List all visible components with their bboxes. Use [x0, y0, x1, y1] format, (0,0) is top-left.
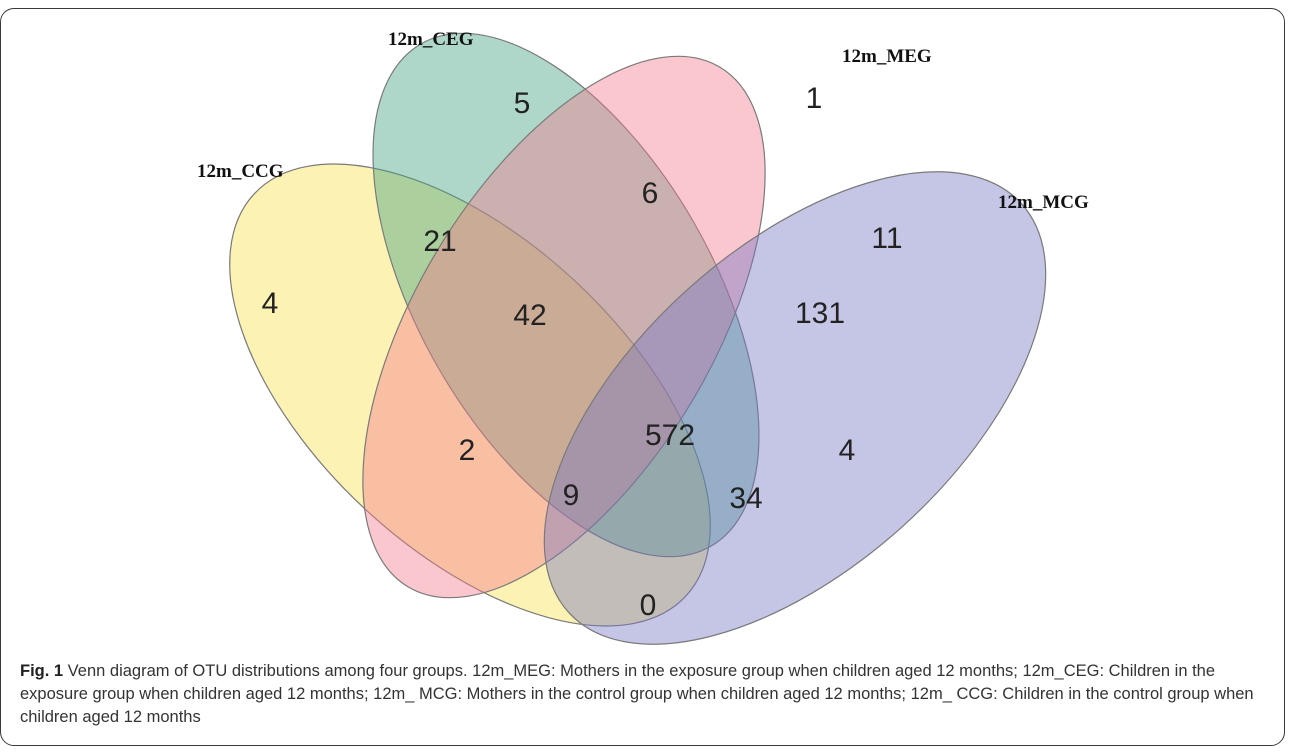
ellipse-12m-mcg	[543, 171, 1047, 645]
count-only-ceg: 5	[514, 87, 531, 120]
count-ccg-meg-mcg: 9	[563, 479, 580, 512]
set-ellipses	[229, 32, 1047, 645]
count-only-meg: 1	[806, 82, 823, 115]
ellipse-12m-meg	[362, 55, 766, 599]
figure-label: Fig. 1	[20, 662, 64, 680]
count-all-four: 572	[645, 419, 695, 452]
set-label-12m-ceg: 12m_CEG	[388, 29, 474, 50]
count-meg-mcg: 11	[871, 222, 902, 255]
count-ccg-ceg-mcg: 34	[729, 482, 762, 515]
region-counts: 4 5 1 4 21 6 11 42 131 2 572 9 34 0	[262, 82, 903, 622]
caption-text: Venn diagram of OTU distributions among …	[20, 662, 1254, 726]
count-ccg-ceg: 21	[423, 225, 456, 258]
venn-diagram: 12m_CCG 12m_CEG 12m_MEG 12m_MCG 4 5 1 4 …	[197, 29, 1089, 645]
count-ceg-meg-mcg: 131	[795, 297, 845, 330]
count-only-mcg: 4	[839, 434, 856, 467]
set-label-12m-mcg: 12m_MCG	[998, 192, 1089, 213]
figure-frame	[0, 8, 1285, 746]
count-ccg-ceg-meg: 42	[513, 299, 546, 332]
count-ccg-mcg: 0	[640, 589, 657, 622]
set-labels: 12m_CCG 12m_CEG 12m_MEG 12m_MCG	[197, 29, 1089, 213]
ellipse-12m-ceg	[372, 32, 760, 558]
count-only-ccg: 4	[262, 287, 279, 320]
count-ceg-meg: 6	[642, 177, 659, 210]
figure-caption: Fig. 1 Venn diagram of OTU distributions…	[20, 660, 1265, 729]
set-label-12m-meg: 12m_MEG	[842, 46, 932, 67]
count-ccg-meg: 2	[459, 434, 476, 467]
set-label-12m-ccg: 12m_CCG	[197, 161, 284, 182]
